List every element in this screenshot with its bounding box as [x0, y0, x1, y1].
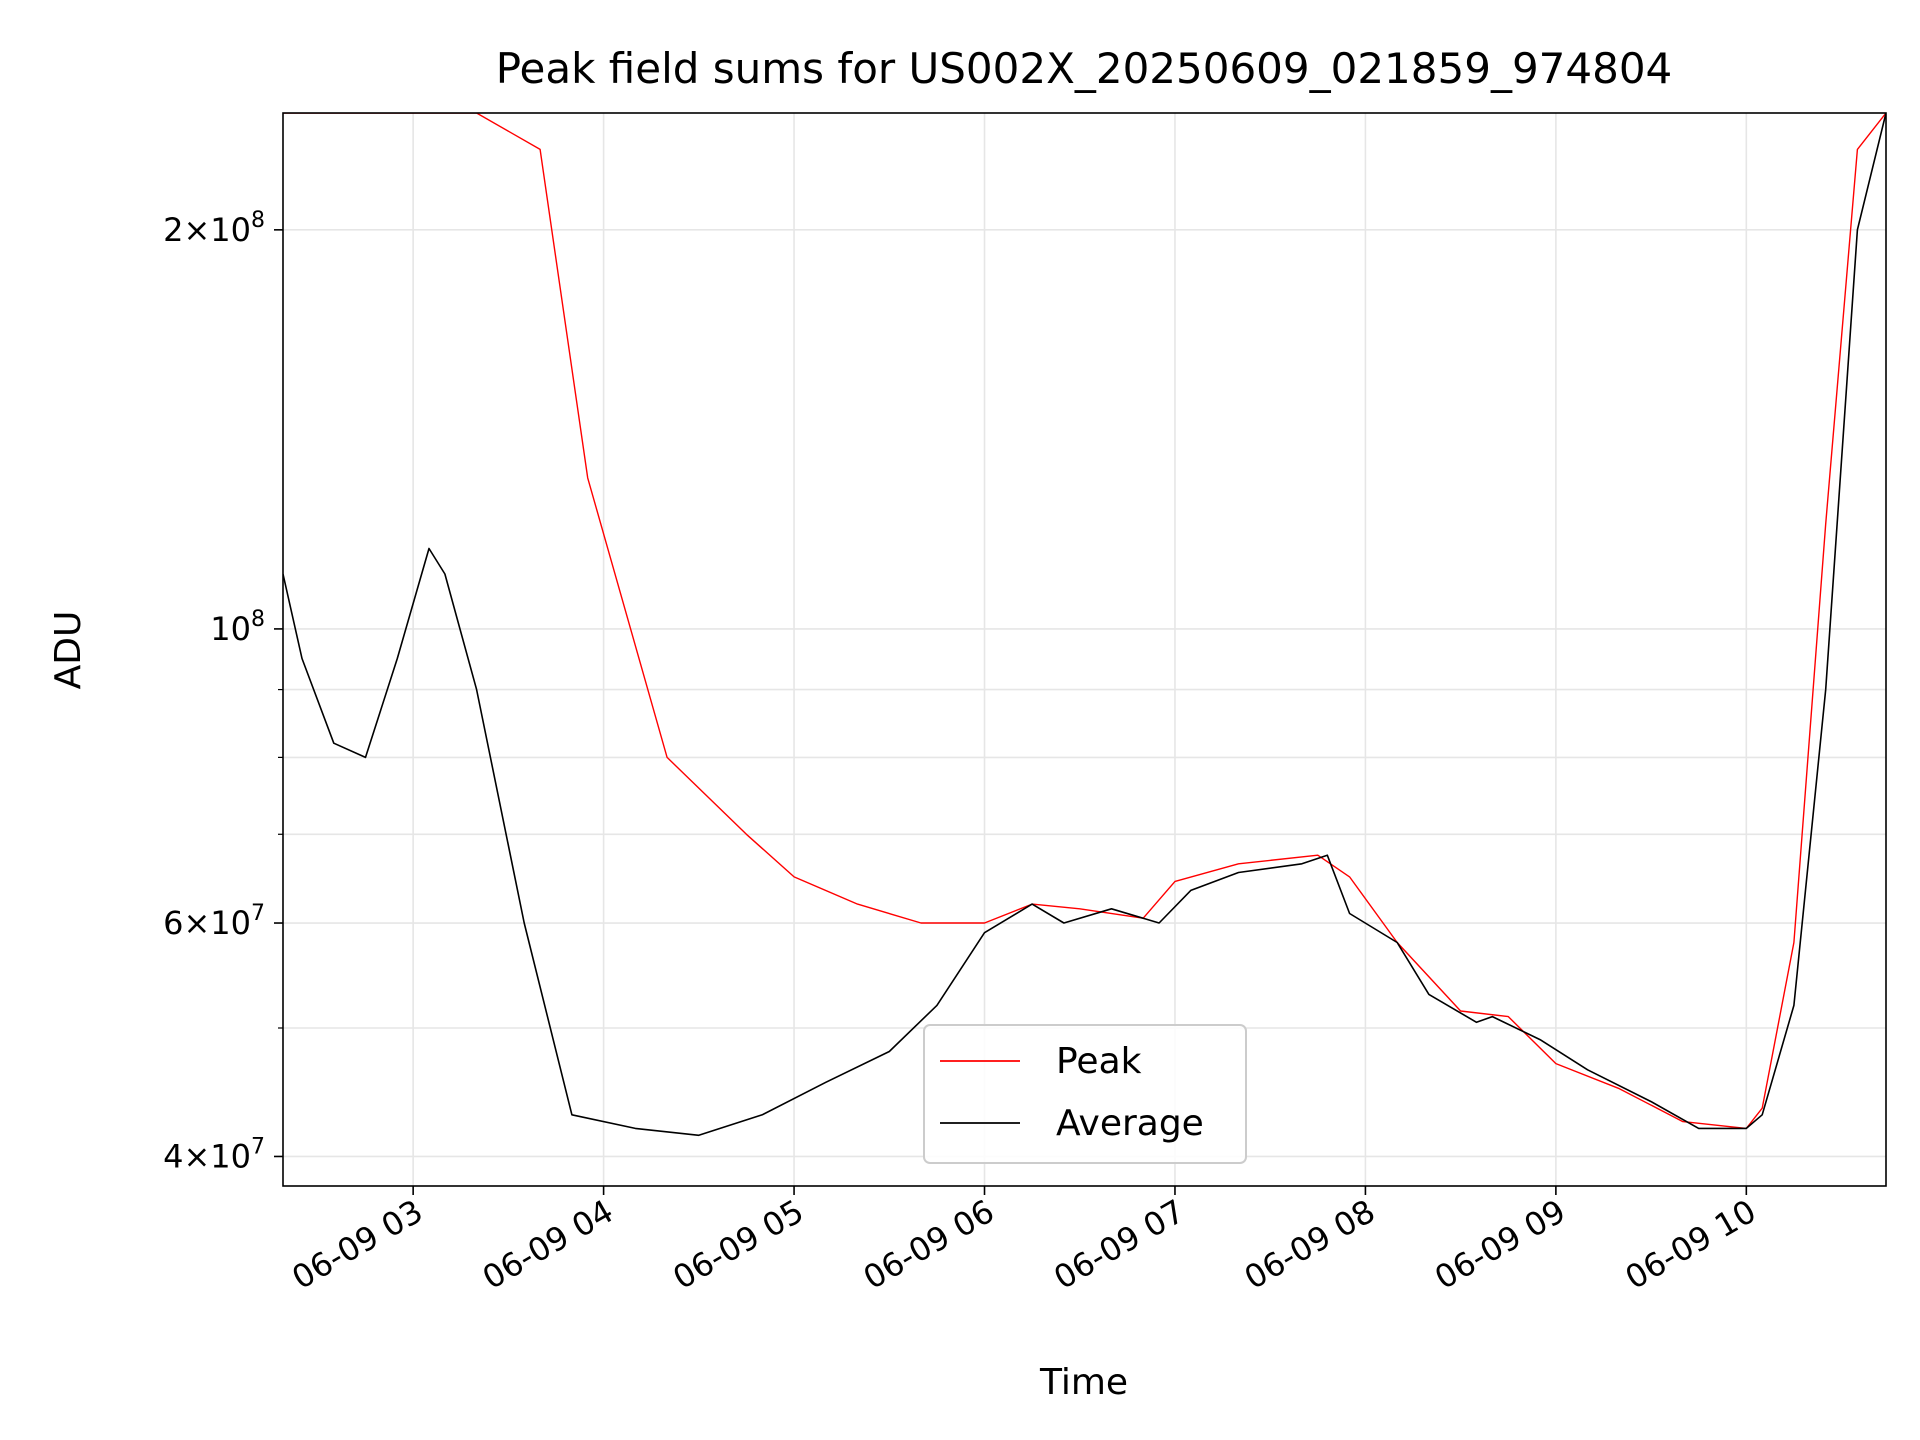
x-axis-ticks: 06-09 03 06-09 04 06-09 05 06-09 06 06-09 07… — [286, 1186, 1763, 1297]
y-axis-ticks: 4×107 6×107 108 2×108 — [163, 208, 283, 1175]
series-line-average — [283, 113, 1886, 1137]
y-tick-label: 108 — [210, 607, 265, 648]
x-tick-label: 06-09 08 — [1238, 1192, 1382, 1297]
chart-title: Peak field sums for US002X_20250609_0218… — [496, 44, 1673, 93]
x-tick-label: 06-09 03 — [286, 1192, 430, 1297]
legend-label-peak: Peak — [1056, 1041, 1142, 1082]
x-axis-label: Time — [1039, 1362, 1128, 1403]
series-layer — [283, 113, 1886, 1137]
y-tick-label: 2×108 — [163, 208, 265, 249]
y-tick-label: 6×107 — [163, 901, 265, 942]
x-tick-label: 06-09 05 — [666, 1192, 810, 1297]
plot-frame — [282, 112, 1887, 1187]
x-tick-label: 06-09 09 — [1428, 1192, 1572, 1297]
legend-box — [923, 1024, 1247, 1164]
legend: Peak Average — [923, 1024, 1247, 1164]
series-line-peak — [283, 113, 1886, 1130]
x-tick-label: 06-09 06 — [857, 1192, 1001, 1297]
legend-label-average: Average — [1056, 1103, 1204, 1144]
x-tick-label: 06-09 10 — [1619, 1192, 1763, 1297]
y-axis-label: ADU — [48, 611, 89, 690]
x-tick-label: 06-09 04 — [476, 1192, 620, 1297]
y-tick-label: 4×107 — [163, 1134, 265, 1175]
x-tick-label: 06-09 07 — [1047, 1192, 1191, 1297]
